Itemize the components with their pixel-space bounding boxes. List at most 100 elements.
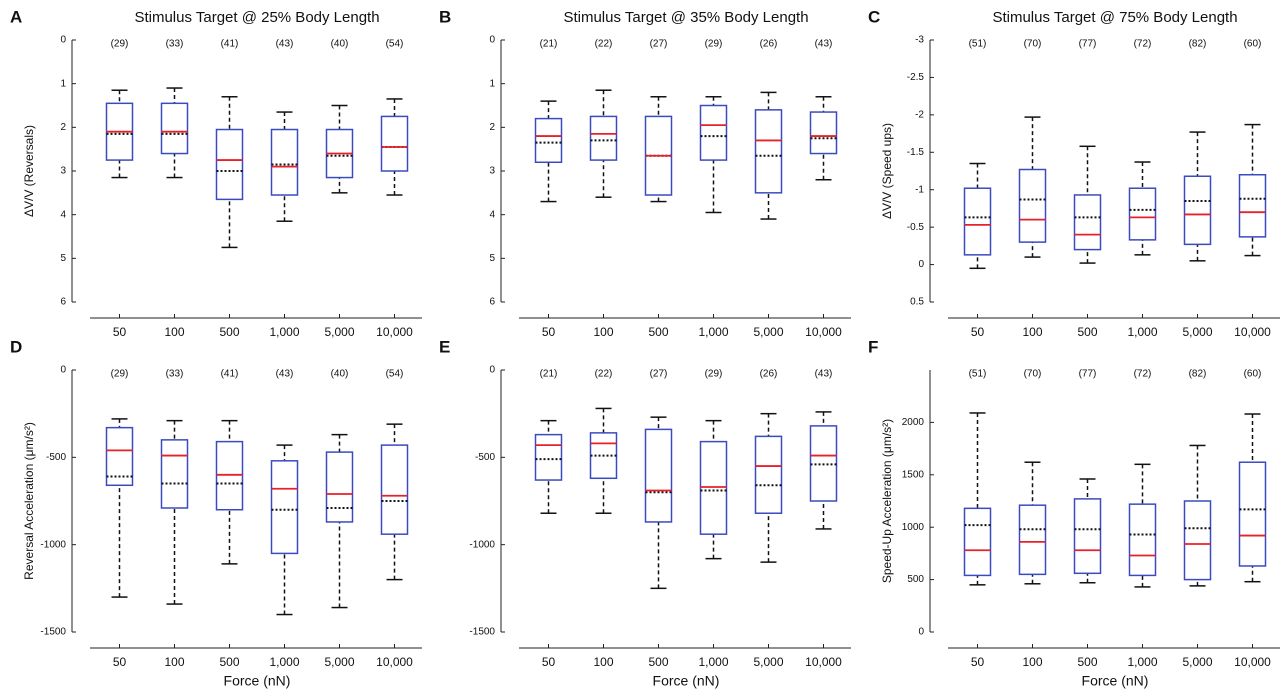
panel-letter: E (439, 337, 450, 356)
x-axis-label: Force (nN) (224, 673, 291, 689)
x-tick-label: 10,000 (805, 325, 842, 339)
x-tick-label: 10,000 (1234, 325, 1271, 339)
count-label: (51) (969, 39, 987, 50)
box (1128, 503, 1157, 577)
box (105, 426, 134, 487)
y-tick-label: 5 (489, 253, 495, 264)
box (754, 109, 783, 194)
panel-letter: A (10, 7, 22, 26)
box (270, 460, 299, 555)
box (1073, 194, 1102, 251)
x-tick-label: 50 (113, 655, 127, 669)
count-label: (22) (595, 369, 613, 380)
x-tick-label: 5,000 (1182, 325, 1212, 339)
count-label: (72) (1134, 39, 1152, 50)
y-tick-label: 6 (60, 297, 66, 308)
count-label: (77) (1079, 39, 1097, 50)
count-label: (60) (1244, 39, 1262, 50)
y-tick-label: -1500 (469, 627, 495, 638)
y-tick-label: 3 (60, 166, 66, 177)
count-label: (54) (386, 39, 404, 50)
count-label: (72) (1134, 369, 1152, 380)
panel-letter: F (868, 337, 878, 356)
count-label: (40) (331, 39, 349, 50)
x-tick-label: 10,000 (1234, 655, 1271, 669)
y-tick-label: -1.5 (907, 147, 925, 158)
box (1128, 187, 1157, 241)
chart-title: Stimulus Target @ 35% Body Length (563, 9, 808, 26)
y-tick-label: 0 (489, 35, 495, 46)
y-tick-label: -1500 (40, 627, 66, 638)
box (325, 451, 354, 523)
x-tick-label: 10,000 (376, 325, 413, 339)
x-tick-label: 5,000 (324, 655, 354, 669)
x-axis-label: Force (nN) (653, 673, 720, 689)
count-label: (41) (221, 39, 239, 50)
y-tick-label: -2.5 (907, 72, 925, 83)
box (963, 187, 992, 256)
count-label: (82) (1189, 39, 1207, 50)
y-tick-label: -1000 (469, 539, 495, 550)
chart-title: Stimulus Target @ 75% Body Length (992, 9, 1237, 26)
x-tick-label: 50 (971, 655, 985, 669)
count-label: (29) (705, 39, 723, 50)
y-tick-label: -1000 (40, 539, 66, 550)
count-label: (43) (815, 369, 833, 380)
count-label: (82) (1189, 369, 1207, 380)
x-tick-label: 1,000 (269, 655, 299, 669)
y-tick-label: -0.5 (907, 222, 925, 233)
y-tick-label: 2 (489, 122, 495, 133)
x-tick-label: 100 (1022, 325, 1042, 339)
box (1183, 175, 1212, 246)
y-tick-label: 1000 (902, 522, 925, 533)
count-label: (54) (386, 369, 404, 380)
x-tick-label: 10,000 (376, 655, 413, 669)
panel: D Reversal Acceleration (μm/s²) Force (nN)… (10, 337, 422, 689)
x-tick-label: 5,000 (324, 325, 354, 339)
count-label: (26) (760, 369, 778, 380)
box (534, 117, 563, 164)
box (1018, 168, 1047, 243)
count-label: (60) (1244, 369, 1262, 380)
y-axis-label: ΔV/V (Reversals) (22, 125, 36, 217)
y-tick-label: 0 (918, 627, 924, 638)
count-label: (21) (540, 39, 558, 50)
count-label: (33) (166, 369, 184, 380)
x-tick-label: 100 (164, 655, 184, 669)
y-tick-label: 4 (489, 209, 495, 220)
x-tick-label: 1,000 (1127, 325, 1157, 339)
x-tick-label: 500 (219, 325, 239, 339)
count-label: (27) (650, 369, 668, 380)
panel-letter: C (868, 7, 880, 26)
count-label: (43) (276, 369, 294, 380)
y-tick-label: 1500 (902, 469, 925, 480)
box (699, 104, 728, 161)
y-tick-label: 0 (489, 365, 495, 376)
x-tick-label: 50 (113, 325, 127, 339)
x-tick-label: 1,000 (1127, 655, 1157, 669)
y-tick-label: 2 (60, 122, 66, 133)
count-label: (29) (705, 369, 723, 380)
box (160, 102, 189, 155)
y-tick-label: 0 (60, 35, 66, 46)
count-label: (22) (595, 39, 613, 50)
y-tick-label: 1 (60, 78, 66, 89)
box (1183, 500, 1212, 581)
x-tick-label: 100 (593, 325, 613, 339)
count-label: (43) (276, 39, 294, 50)
x-tick-label: 5,000 (1182, 655, 1212, 669)
count-label: (21) (540, 369, 558, 380)
panel: F Speed-Up Acceleration (μm/s²) Force (nN)… (868, 337, 1280, 689)
panel: C Stimulus Target @ 75% Body Length ΔV/V (… (868, 7, 1280, 339)
box (215, 128, 244, 201)
x-tick-label: 500 (1077, 325, 1097, 339)
x-tick-label: 1,000 (269, 325, 299, 339)
x-tick-label: 50 (971, 325, 985, 339)
panel-letter: D (10, 337, 22, 356)
count-label: (27) (650, 39, 668, 50)
y-tick-label: 6 (489, 297, 495, 308)
count-label: (70) (1024, 369, 1042, 380)
x-tick-label: 1,000 (698, 655, 728, 669)
box (1238, 461, 1267, 567)
